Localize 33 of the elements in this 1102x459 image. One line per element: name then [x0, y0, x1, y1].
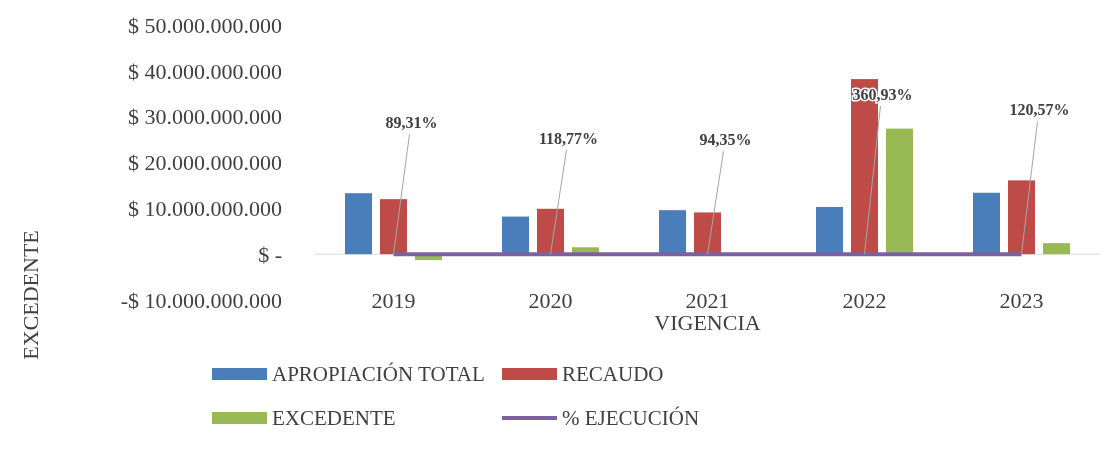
- bar: [816, 206, 843, 255]
- bar: [886, 128, 913, 255]
- bar: [380, 199, 407, 255]
- legend-label: RECAUDO: [562, 362, 664, 387]
- legend-label: APROPIACIÓN TOTAL: [272, 362, 485, 387]
- data-label: 89,31%: [385, 114, 438, 132]
- y-tick-label: $ 40.000.000.000: [128, 58, 282, 84]
- y-tick-label: $ 20.000.000.000: [128, 150, 282, 176]
- bar: [1008, 180, 1035, 255]
- bar: [973, 192, 1000, 255]
- x-tick-label: 2022: [842, 287, 887, 313]
- y-tick-label: $ 10.000.000.000: [128, 196, 282, 222]
- x-tick-label: 2020: [528, 287, 573, 313]
- y-tick-label: $ 30.000.000.000: [128, 104, 282, 130]
- y-tick-label: -$ 10.000.000.000: [120, 287, 282, 313]
- legend-label: EXCEDENTE: [272, 406, 396, 431]
- y-axis-title: EXCEDENTE: [18, 230, 43, 360]
- x-tick-label: 2023: [999, 287, 1044, 313]
- legend-label: % EJECUCIÓN: [562, 406, 700, 431]
- bar: [659, 210, 686, 255]
- y-tick-label: $ 50.000.000.000: [128, 12, 282, 38]
- bar: [1043, 243, 1070, 255]
- bar: [502, 216, 529, 255]
- bar: [694, 212, 721, 255]
- bar: [537, 208, 564, 255]
- x-axis-title: VIGENCIA: [654, 310, 761, 335]
- data-label: 120,57%: [1009, 101, 1070, 119]
- data-label: 94,35%: [699, 131, 752, 149]
- x-tick-label: 2019: [371, 287, 416, 313]
- x-tick-label: 2021: [685, 287, 730, 313]
- y-tick-label: $ -: [258, 241, 282, 267]
- bar: [345, 193, 372, 255]
- data-label: 118,77%: [538, 129, 599, 147]
